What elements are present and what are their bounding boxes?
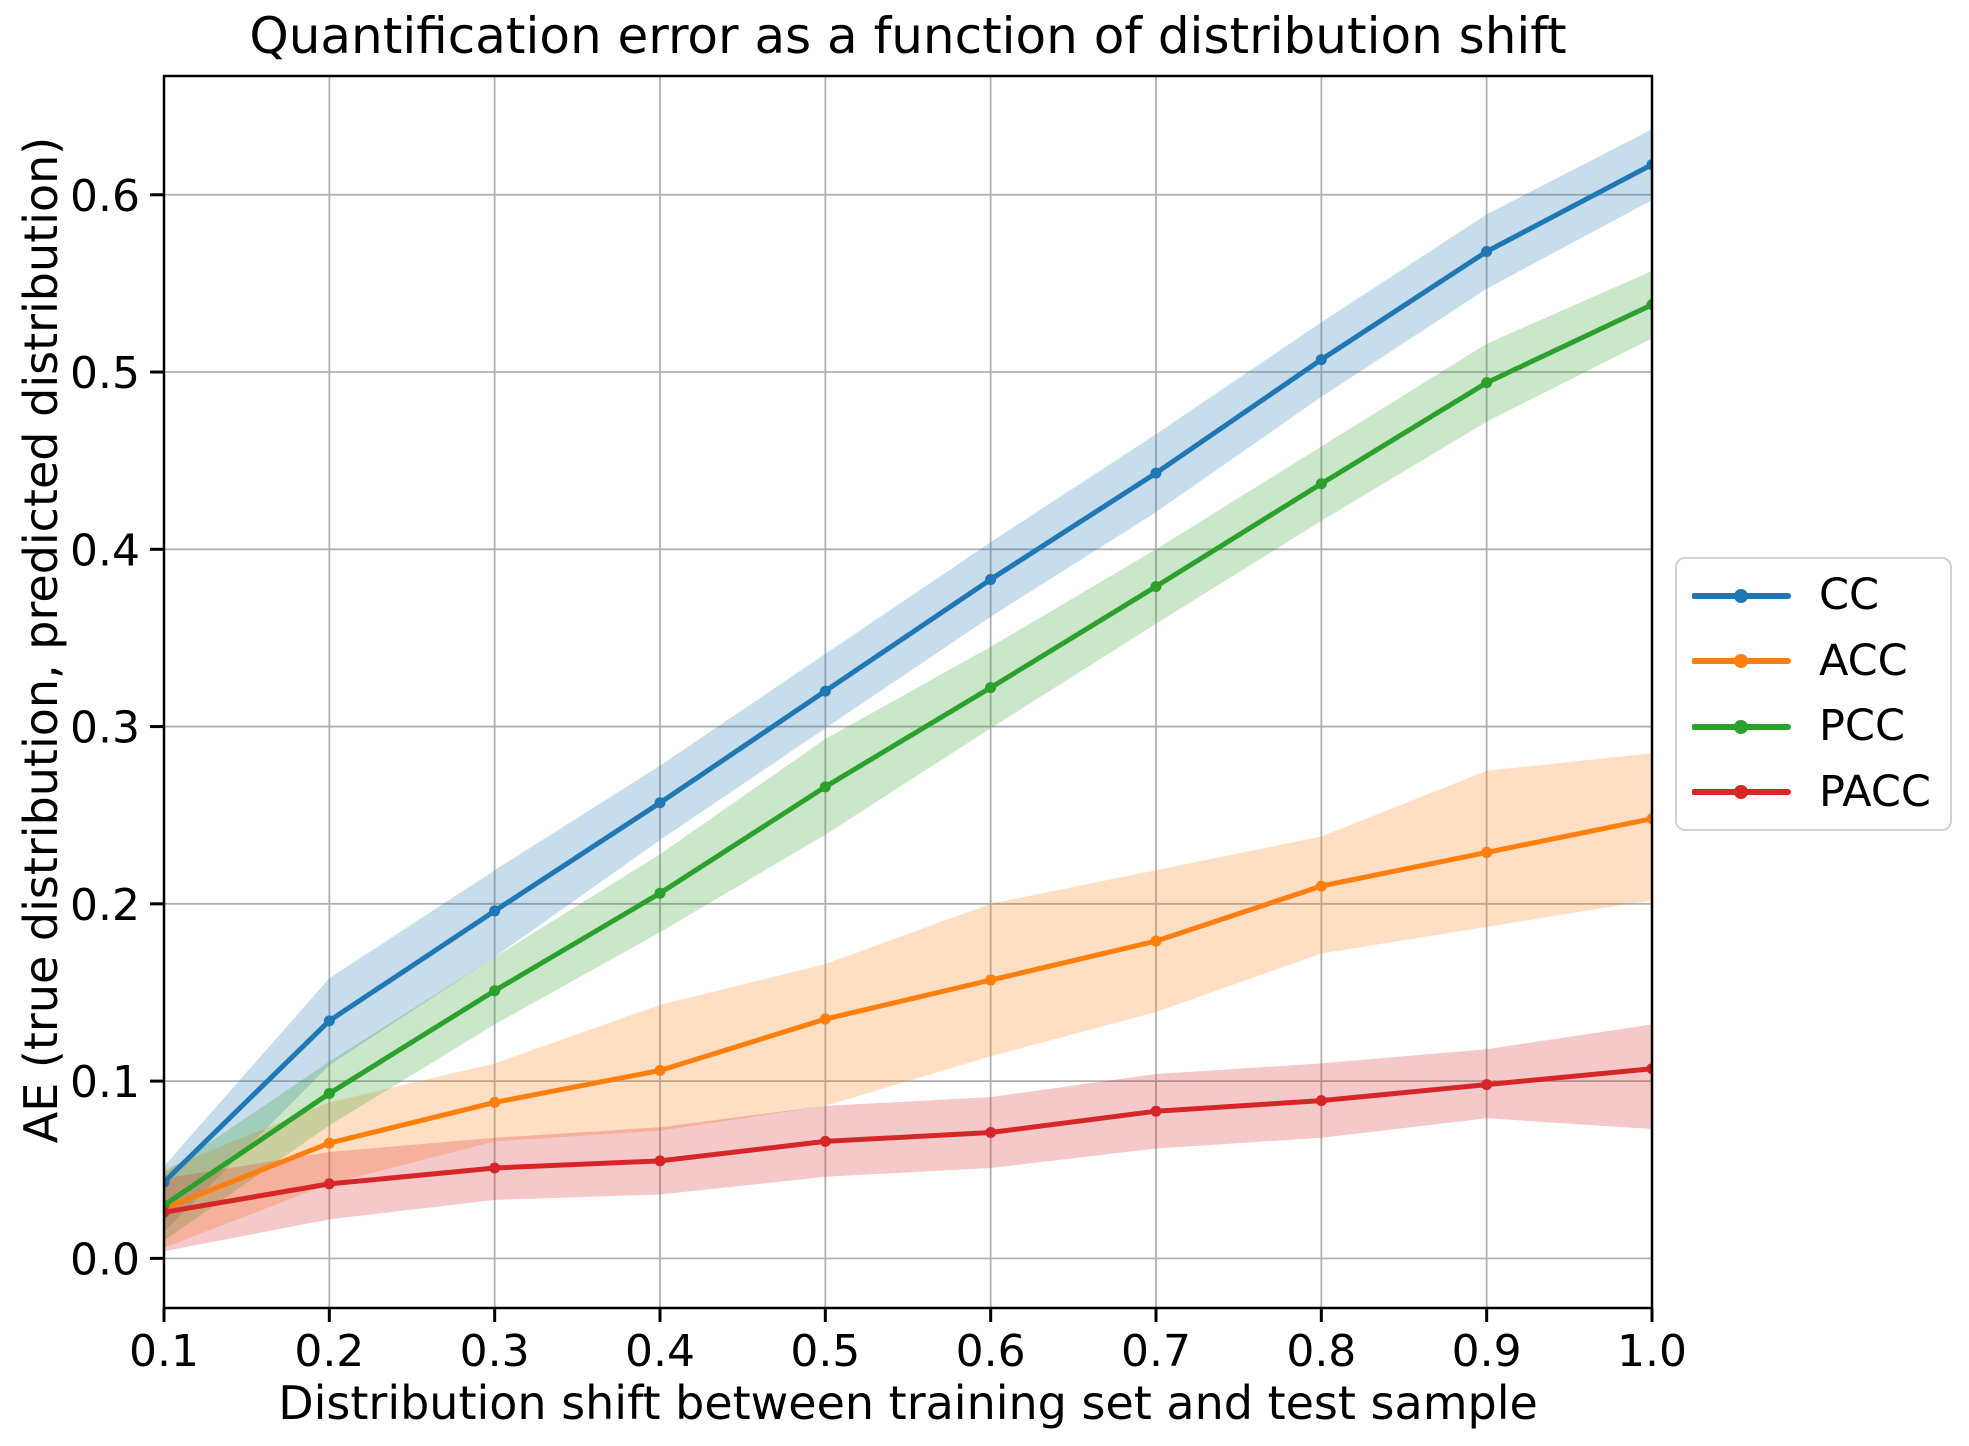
legend-item-pacc: PACC: [1677, 761, 1950, 823]
legend-marker: [1734, 719, 1748, 734]
marker-acc: [489, 1096, 501, 1108]
legend-marker: [1734, 588, 1748, 603]
legend: CC ACC PCC PACC: [1675, 557, 1952, 831]
x-tick-label: 0.8: [1286, 1326, 1356, 1377]
marker-cc: [1646, 159, 1652, 171]
marker-pcc: [1481, 377, 1493, 389]
marker-pacc: [323, 1178, 335, 1190]
legend-label-cc: CC: [1819, 570, 1880, 621]
legend-sample-cc: [1692, 588, 1791, 603]
marker-cc: [1315, 354, 1327, 366]
legend-item-acc: ACC: [1677, 630, 1950, 692]
legend-item-pcc: PCC: [1677, 696, 1950, 758]
y-tick-label: 0.6: [70, 171, 140, 222]
band-cc: [164, 129, 1652, 1232]
legend-marker: [1734, 654, 1748, 669]
plot-border: [162, 74, 1654, 1310]
line-pcc: [164, 302, 1652, 1208]
x-tick-label: 0.3: [460, 1326, 530, 1377]
series-lines: [164, 159, 1652, 1218]
legend-label-pacc: PACC: [1819, 766, 1931, 817]
x-tick-label: 0.2: [294, 1326, 364, 1377]
marker-pcc: [819, 781, 831, 793]
marker-cc: [1150, 467, 1162, 479]
axis-ticks: 0.1 0.2 0.3 0.4 0.5 0.6 0.7 0.8 0.9 1.0 0.0 0.1 0.2 0…: [70, 171, 1687, 1377]
marker-cc: [819, 685, 831, 697]
marker-acc: [654, 1064, 666, 1076]
marker-cc: [654, 797, 666, 809]
marker-pcc: [985, 682, 997, 694]
marker-pcc: [489, 985, 501, 997]
band-pcc: [164, 271, 1652, 1241]
marker-acc: [985, 974, 997, 986]
marker-pcc: [1646, 299, 1652, 311]
marker-pcc: [1150, 581, 1162, 593]
marker-pcc: [323, 1088, 335, 1100]
legend-sample-pacc: [1692, 785, 1791, 800]
y-axis-label: AE (true distribution, predicted distrib…: [14, 136, 68, 1144]
marker-pacc: [654, 1155, 666, 1167]
marker-cc: [164, 1176, 170, 1188]
legend-marker: [1734, 785, 1748, 800]
x-tick-label: 0.5: [790, 1326, 860, 1377]
marker-pcc: [1315, 478, 1327, 490]
legend-sample-pcc: [1692, 719, 1791, 734]
marker-cc: [489, 905, 501, 917]
y-tick-label: 0.5: [70, 348, 140, 399]
legend-label-acc: ACC: [1819, 635, 1908, 686]
marker-pacc: [164, 1206, 170, 1218]
x-tick-label: 0.7: [1121, 1326, 1191, 1377]
marker-pacc: [819, 1135, 831, 1147]
marker-acc: [1481, 846, 1493, 858]
x-tick-label: 0.6: [956, 1326, 1026, 1377]
x-tick-label: 0.9: [1452, 1326, 1522, 1377]
y-tick-label: 0.1: [70, 1057, 140, 1108]
marker-cc: [985, 573, 997, 585]
marker-acc: [1150, 935, 1162, 947]
y-tick-label: 0.4: [70, 525, 140, 576]
legend-label-pcc: PCC: [1819, 701, 1905, 752]
marker-cc: [1481, 245, 1493, 257]
x-axis-label: Distribution shift between training set …: [278, 1376, 1538, 1430]
marker-acc: [1646, 813, 1652, 825]
marker-acc: [819, 1013, 831, 1025]
marker-pacc: [1315, 1095, 1327, 1107]
legend-sample-acc: [1692, 654, 1791, 669]
x-tick-label: 1.0: [1617, 1326, 1687, 1377]
confidence-bands: [164, 129, 1652, 1252]
x-tick-label: 0.4: [625, 1326, 695, 1377]
chart-title: Quantification error as a function of di…: [249, 7, 1567, 65]
marker-pacc: [1150, 1105, 1162, 1117]
y-tick-label: 0.0: [70, 1234, 140, 1285]
line-pacc: [164, 1066, 1652, 1215]
line-acc: [164, 816, 1652, 1212]
x-tick-label: 0.1: [129, 1326, 199, 1377]
marker-pacc: [1646, 1063, 1652, 1075]
line-cc: [164, 162, 1652, 1185]
legend-item-cc: CC: [1677, 565, 1950, 627]
y-tick-label: 0.2: [70, 880, 140, 931]
marker-acc: [323, 1137, 335, 1149]
marker-pacc: [489, 1162, 501, 1174]
marker-acc: [1315, 880, 1327, 892]
y-tick-label: 0.3: [70, 703, 140, 754]
marker-cc: [323, 1015, 335, 1027]
marker-pacc: [985, 1127, 997, 1139]
marker-pacc: [1481, 1079, 1493, 1091]
marker-pcc: [654, 887, 666, 899]
